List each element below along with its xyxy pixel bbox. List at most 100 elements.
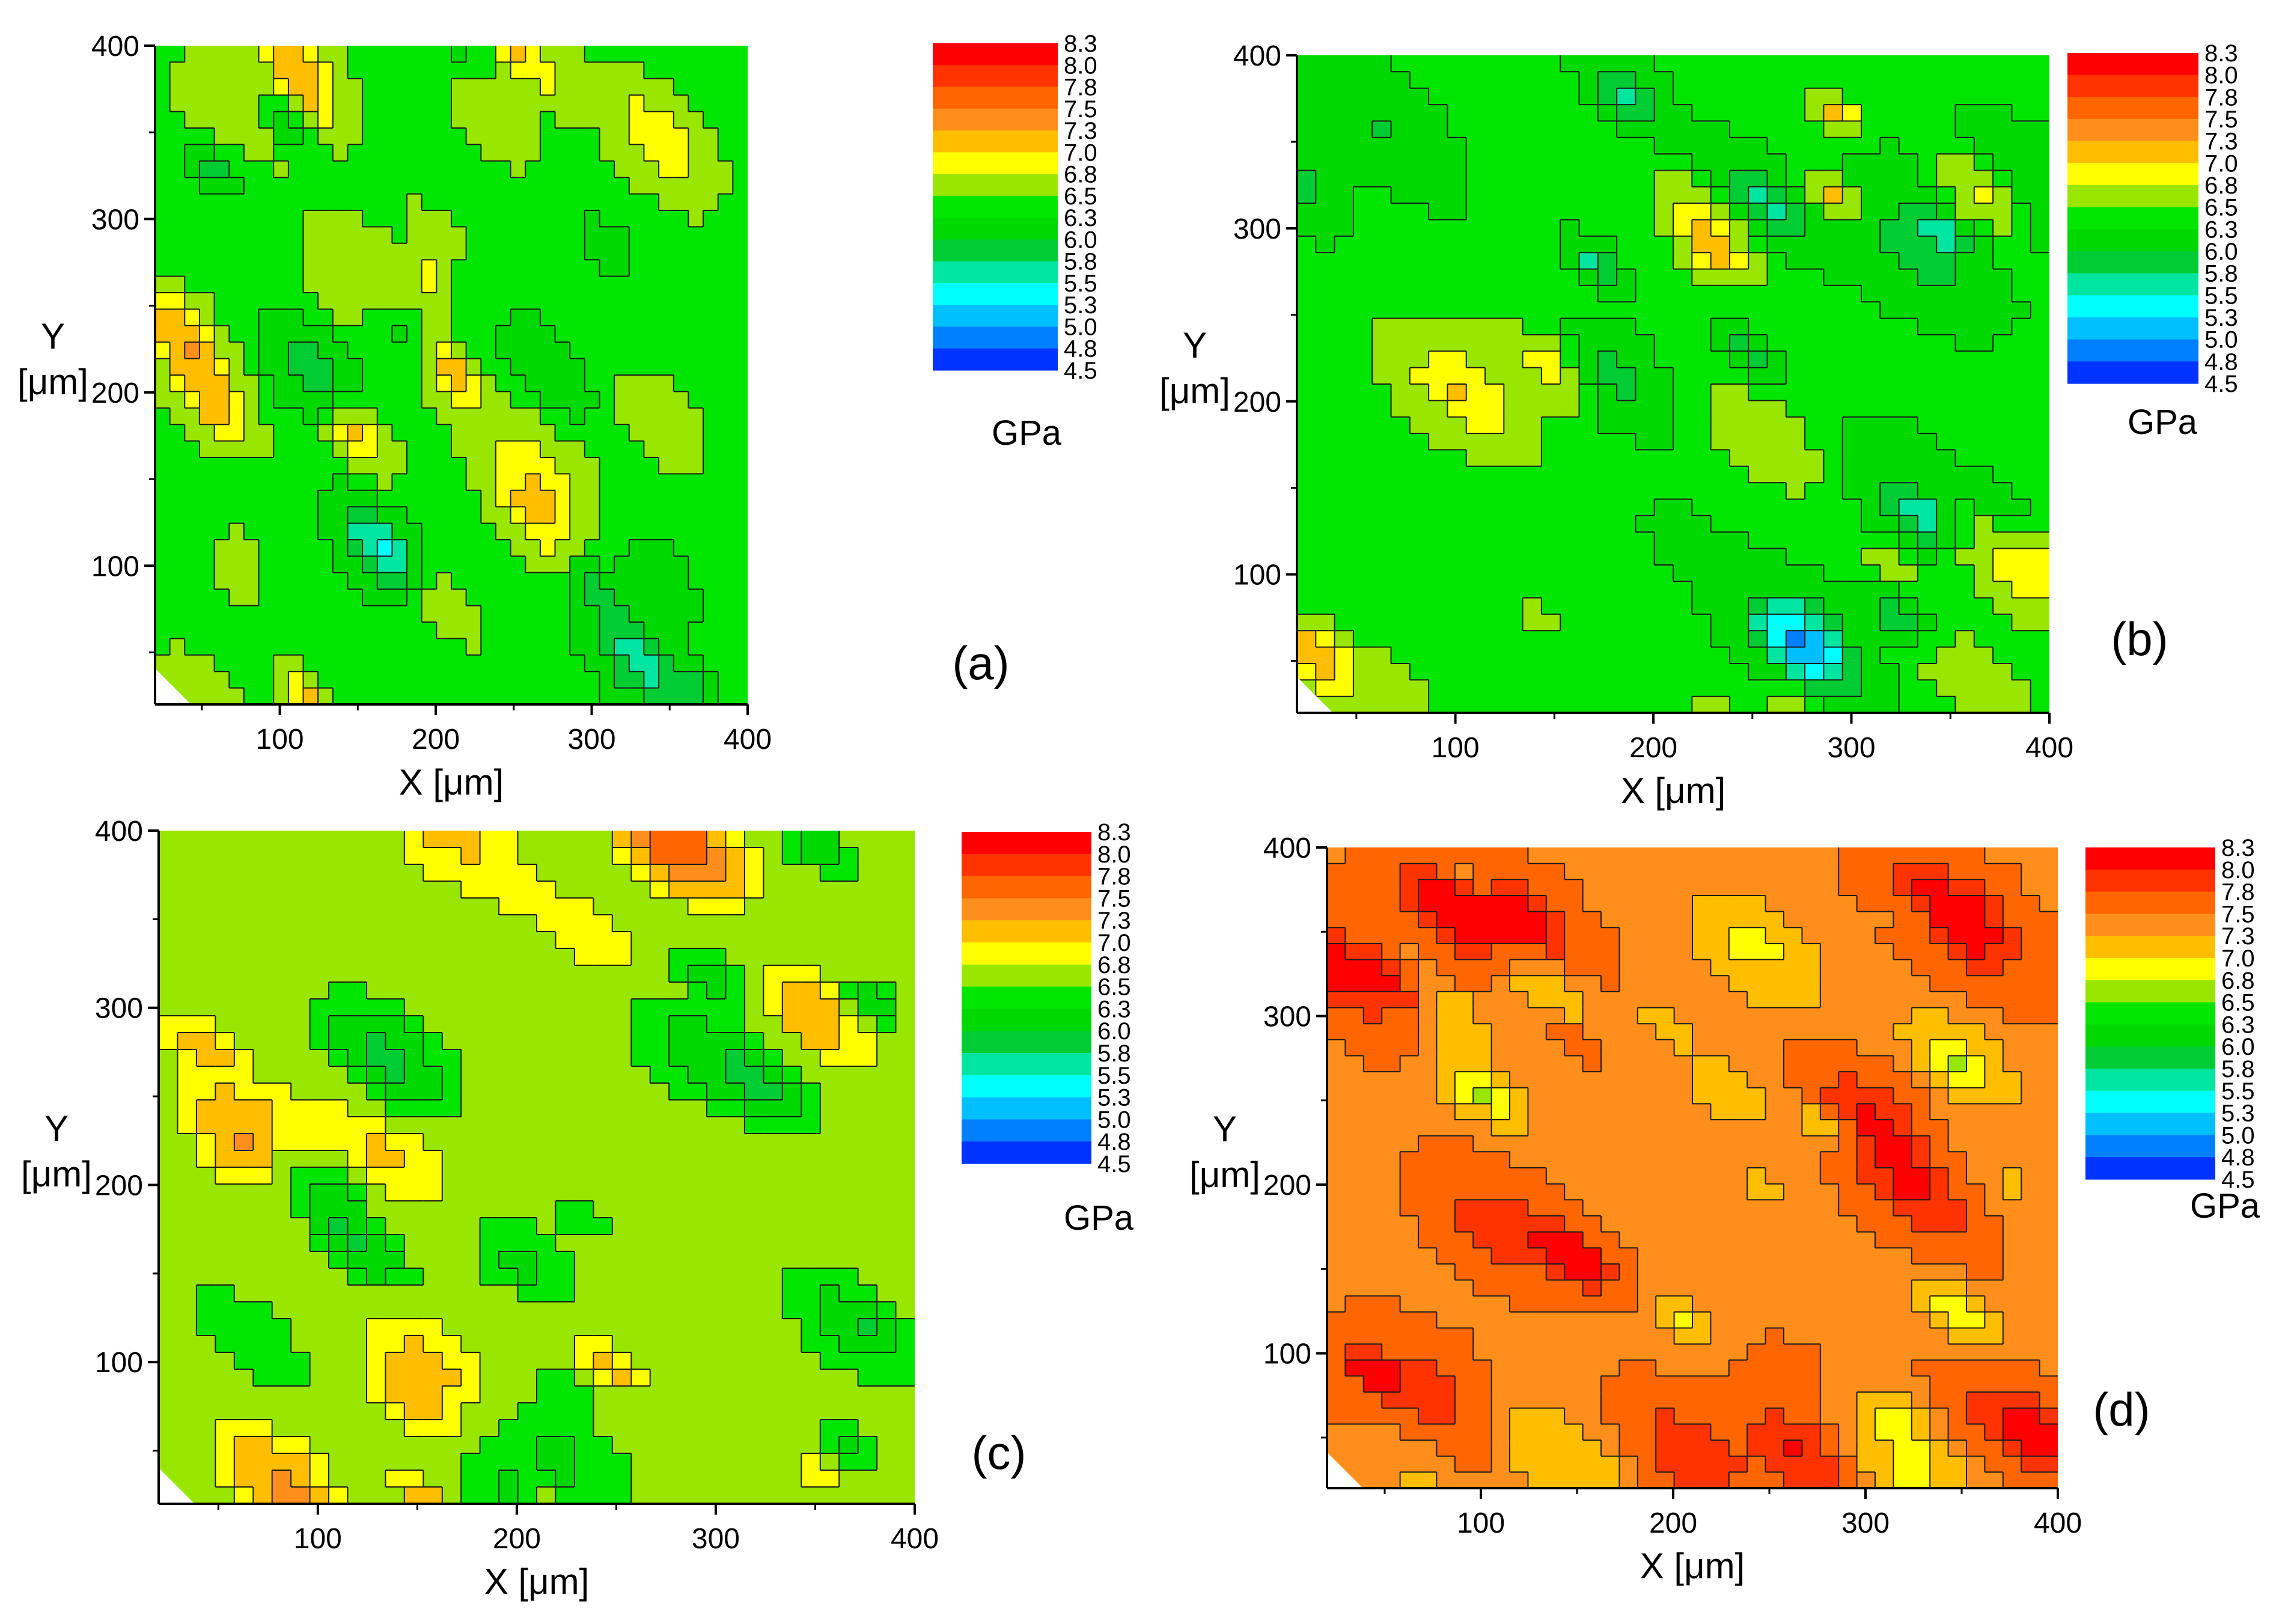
contour-cell xyxy=(155,46,171,63)
contour-cell xyxy=(1936,515,1956,533)
contour-cell xyxy=(2030,88,2049,105)
contour-cell xyxy=(510,688,526,704)
contour-cell xyxy=(1447,680,1467,697)
contour-cell xyxy=(310,1436,329,1454)
contour-cell xyxy=(555,982,575,1000)
contour-cell xyxy=(377,260,393,277)
contour-cell xyxy=(1391,417,1411,434)
contour-cell xyxy=(1955,367,1975,385)
contour-cell xyxy=(1597,236,1617,254)
contour-cell xyxy=(1541,483,1561,500)
contour-cell xyxy=(659,78,674,96)
contour-cell xyxy=(377,78,393,96)
contour-cell xyxy=(1353,351,1373,368)
contour-cell xyxy=(392,325,407,343)
contour-cell xyxy=(612,864,632,882)
contour-cell xyxy=(599,441,615,458)
contour-cell xyxy=(1635,384,1655,401)
contour-cell xyxy=(214,227,230,244)
contour-cell xyxy=(385,1302,405,1319)
contour-cell xyxy=(718,507,734,524)
contour-cell xyxy=(329,1201,349,1218)
contour-cell xyxy=(253,999,273,1016)
contour-cell xyxy=(347,293,363,310)
contour-cell xyxy=(612,1134,632,1151)
contour-cell xyxy=(895,1420,915,1437)
contour-cell xyxy=(362,243,378,260)
contour-cell xyxy=(385,898,405,915)
contour-cell xyxy=(733,391,748,409)
contour-cell xyxy=(707,1083,727,1100)
contour-cell xyxy=(155,507,171,524)
contour-cell xyxy=(1504,335,1524,352)
contour-cell xyxy=(347,1336,367,1353)
contour-cell xyxy=(461,847,481,865)
contour-cell xyxy=(2012,186,2031,204)
contour-cell xyxy=(273,325,289,343)
contour-cell xyxy=(159,847,178,865)
contour-cell xyxy=(253,847,273,865)
contour-cell xyxy=(392,227,407,244)
contour-cell xyxy=(688,1352,707,1370)
contour-cell xyxy=(1993,121,2013,138)
contour-cell xyxy=(1692,121,1712,138)
contour-cell xyxy=(839,1251,859,1269)
contour-cell xyxy=(229,638,245,656)
contour-cell xyxy=(367,1369,386,1387)
contour-cell xyxy=(421,78,438,96)
contour-cell xyxy=(1974,630,1994,648)
contour-cell xyxy=(688,1033,707,1050)
contour-cell xyxy=(1729,564,1749,582)
contour-cell xyxy=(1654,219,1674,237)
contour-cell xyxy=(1861,285,1881,303)
contour-cell xyxy=(196,982,216,1000)
contour-cell xyxy=(234,1319,254,1336)
contour-cell xyxy=(688,1218,707,1235)
contour-cell xyxy=(466,655,481,672)
contour-cell xyxy=(525,424,541,442)
contour-cell xyxy=(669,932,689,949)
contour-cell xyxy=(442,965,462,983)
contour-cell xyxy=(347,260,363,277)
contour-cell xyxy=(629,688,645,704)
contour-cell xyxy=(385,881,405,899)
contour-cell xyxy=(650,915,670,932)
contour-cell xyxy=(593,1033,613,1050)
contour-cell xyxy=(644,408,659,425)
x-tick-label: 300 xyxy=(1827,732,1875,764)
contour-cell xyxy=(466,605,481,623)
contour-cell xyxy=(1522,400,1542,418)
contour-cell xyxy=(1560,154,1580,171)
colorbar-tick-label: 5.3 xyxy=(1064,292,1097,319)
contour-cell xyxy=(442,1251,462,1269)
contour-cell xyxy=(347,688,363,704)
contour-cell xyxy=(570,688,585,704)
contour-cell xyxy=(877,1083,897,1100)
contour-cell xyxy=(392,276,407,293)
contour-cell xyxy=(517,1251,537,1269)
contour-cell xyxy=(1767,367,1787,385)
contour-cell xyxy=(1635,696,1655,713)
contour-cell xyxy=(436,95,452,112)
contour-cell xyxy=(253,1268,273,1286)
contour-cell xyxy=(1297,105,1317,122)
contour-cell xyxy=(1936,548,1956,566)
contour-cell xyxy=(612,847,632,865)
contour-cell xyxy=(725,1083,745,1100)
contour-cell xyxy=(1560,614,1580,632)
contour-cell xyxy=(377,144,393,162)
contour-cell xyxy=(1316,351,1335,368)
contour-cell xyxy=(1842,450,1862,467)
contour-cell xyxy=(1692,186,1712,204)
contour-cell xyxy=(1541,680,1561,697)
contour-cell xyxy=(540,227,556,244)
contour-cell xyxy=(1372,581,1392,599)
contour-cell xyxy=(347,210,363,228)
contour-cell xyxy=(185,556,200,573)
contour-cell xyxy=(303,375,319,392)
contour-cell xyxy=(258,177,274,195)
contour-cell xyxy=(644,309,659,326)
contour-cell xyxy=(1560,664,1580,681)
colorbar-tick-label: 4.5 xyxy=(1064,358,1097,384)
contour-cell xyxy=(273,144,289,162)
